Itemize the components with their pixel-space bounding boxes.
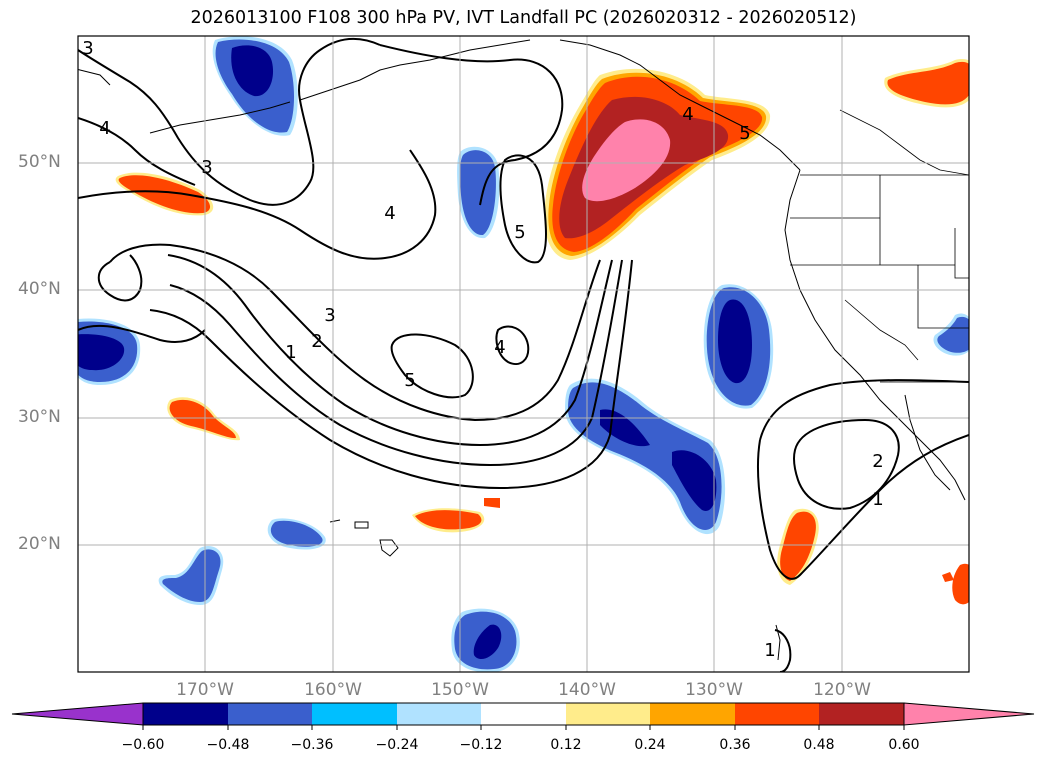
map-plot-area: 3 4 3 4 5 1 2 3 5 4 5 4 2 1 1 <box>78 36 969 672</box>
contour-label: 2 <box>872 451 883 472</box>
ivt-contours <box>78 37 969 672</box>
blob-southwest <box>158 546 224 605</box>
latitude-label: 30°N <box>18 407 61 427</box>
longitude-label: 130°W <box>685 680 743 700</box>
map-title: 2026013100 F108 300 hPa PV, IVT Landfall… <box>190 8 857 28</box>
colorbar-extend-low <box>11 702 144 726</box>
blob-central-pacific <box>457 146 500 239</box>
colorbar-tick-label: −0.12 <box>459 737 503 753</box>
contour-label: 3 <box>201 157 212 178</box>
colorbar-tick-label: −0.36 <box>290 737 334 753</box>
contour-label: 3 <box>324 305 335 326</box>
colorbar-extend-high <box>903 702 1035 726</box>
latitude-label: 20°N <box>18 534 61 554</box>
contour-label: 1 <box>764 640 775 661</box>
colorbar-segment <box>566 703 650 725</box>
colorbar-segment <box>143 703 228 725</box>
map-frame <box>77 35 970 673</box>
gridlines <box>78 36 969 672</box>
colorbar-tick-label: −0.48 <box>206 737 250 753</box>
longitude-label: 140°W <box>558 680 616 700</box>
blob-hawaii-east <box>412 498 500 533</box>
blob-northwest <box>115 172 214 216</box>
contour-label: 4 <box>682 104 693 125</box>
colorbar-segment <box>819 703 904 725</box>
longitude-label: 120°W <box>813 680 871 700</box>
blob-southeast-edge <box>942 563 969 605</box>
colorbar-segment <box>735 703 819 725</box>
negative-anomaly-shading <box>78 36 969 672</box>
blob-hawaii-west <box>267 518 326 550</box>
contour-label: 1 <box>285 342 296 363</box>
coastlines <box>78 39 966 661</box>
longitude-label: 170°W <box>176 680 234 700</box>
contour-label: 4 <box>494 337 505 358</box>
blob-west-edge <box>78 318 141 385</box>
contour-label: 4 <box>384 203 395 224</box>
colorbar-tick-label: 0.48 <box>803 737 835 753</box>
contour-label: 5 <box>739 123 750 144</box>
contour-label: 5 <box>404 370 415 391</box>
colorbar-tick-label: −0.60 <box>121 737 165 753</box>
contour-label: 5 <box>514 222 525 243</box>
colorbar <box>11 702 1035 730</box>
contour-labels: 3 4 3 4 5 1 2 3 5 4 5 4 2 1 1 <box>82 38 883 661</box>
colorbar-segment <box>312 703 397 725</box>
contour-label: 4 <box>99 118 110 139</box>
colorbar-tick-label: 0.36 <box>719 737 751 753</box>
colorbar-tick-label: 0.12 <box>550 737 582 753</box>
colorbar-tick-label: 0.60 <box>888 737 920 753</box>
longitude-label: 150°W <box>431 680 489 700</box>
colorbar-segment <box>650 703 735 725</box>
colorbar-tick-label: 0.24 <box>634 737 666 753</box>
colorbar-segment <box>397 703 481 725</box>
contour-label: 1 <box>872 489 883 510</box>
colorbar-segment <box>228 703 312 725</box>
contour-label: 3 <box>82 38 93 59</box>
latitude-label: 50°N <box>18 152 61 172</box>
blob-south <box>451 608 520 672</box>
blob-baja <box>777 508 819 585</box>
state-borders <box>790 109 969 383</box>
blob-east-pacific <box>703 284 774 409</box>
colorbar-segment <box>481 703 566 725</box>
blob-subtropical-west <box>167 397 240 441</box>
blob-northeast-corner <box>884 59 969 108</box>
latitude-label: 40°N <box>18 279 61 299</box>
blob-north-pacific-west <box>212 36 298 136</box>
contour-label: 2 <box>311 331 322 352</box>
colorbar-tick-label: −0.24 <box>375 737 419 753</box>
blob-subtropical-band <box>565 378 726 535</box>
blob-east-edge <box>933 313 969 356</box>
longitude-label: 160°W <box>304 680 362 700</box>
blob-gulf-of-alaska <box>544 68 771 261</box>
